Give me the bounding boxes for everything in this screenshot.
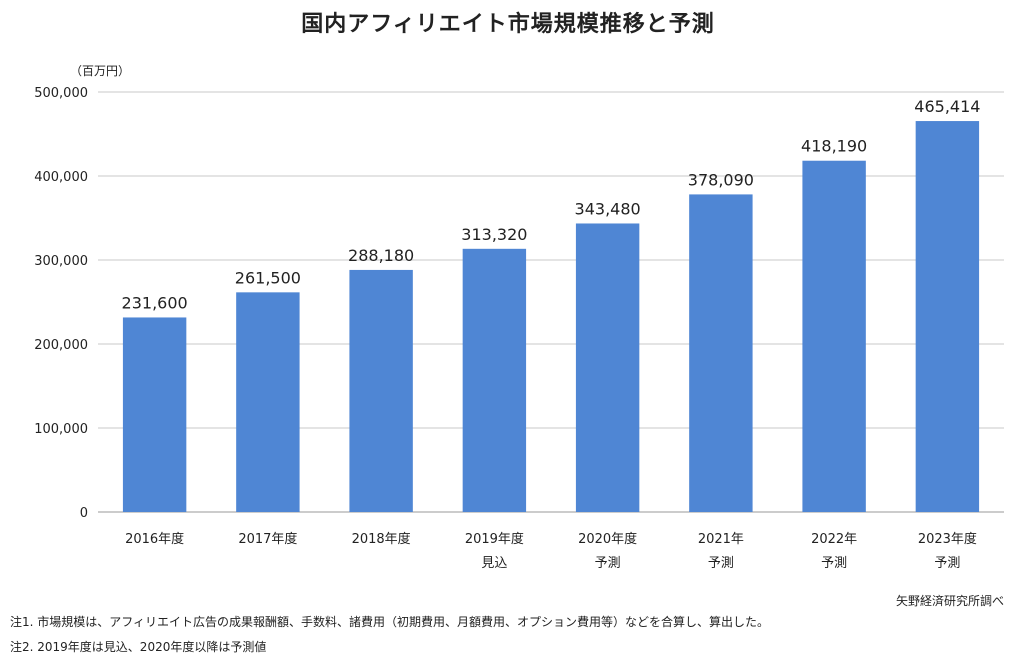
data-label: 313,320	[461, 225, 527, 244]
x-tick-label: 2017年度	[238, 531, 297, 547]
data-label: 288,180	[348, 246, 414, 265]
data-label: 343,480	[575, 199, 641, 218]
y-tick-label: 300,000	[34, 254, 88, 269]
bar	[915, 121, 980, 512]
data-label: 378,090	[688, 170, 754, 189]
x-tick-label: 2019年度	[465, 531, 524, 547]
x-tick-label: 予測	[708, 556, 734, 571]
x-tick-label: 2020年度	[578, 531, 637, 547]
x-tick-label: 予測	[595, 556, 621, 571]
y-tick-label: 0	[80, 506, 88, 521]
footnote-2: 注2. 2019年度は見込、2020年度以降は予測値	[10, 640, 267, 654]
bar	[236, 292, 300, 512]
data-label: 418,190	[801, 137, 867, 156]
y-tick-label: 100,000	[34, 422, 88, 437]
chart-title: 国内アフィリエイト市場規模推移と予測	[301, 12, 715, 37]
data-label: 231,600	[122, 293, 188, 312]
y-tick-label: 500,000	[34, 86, 88, 101]
bar	[462, 248, 527, 512]
y-unit-label: （百万円）	[70, 64, 130, 78]
x-tick-label: 予測	[934, 556, 960, 571]
bar-chart: （百万円） 0 100,000 200,000 300,000 400,000 500,00…	[34, 64, 1004, 571]
bar	[689, 194, 753, 512]
x-tick-label: 2023年度	[918, 531, 977, 547]
data-label: 465,414	[914, 97, 980, 116]
x-tick-label: 2016年度	[125, 531, 184, 547]
y-tick-label: 200,000	[34, 338, 88, 353]
bar	[349, 269, 413, 512]
x-tick-label: 2022年	[811, 532, 857, 547]
bar	[122, 317, 187, 512]
x-tick-label: 2018年度	[352, 531, 411, 547]
source-note: 矢野経済研究所調べ	[895, 594, 1004, 608]
bar	[802, 160, 866, 512]
y-tick-label: 400,000	[34, 170, 88, 185]
x-tick-label: 見込	[481, 556, 507, 571]
x-tick-label: 2021年	[698, 532, 744, 547]
footnote-1: 注1. 市場規模は、アフィリエイト広告の成果報酬額、手数料、諸費用（初期費用、月…	[10, 615, 770, 629]
bar	[575, 223, 640, 512]
x-tick-label: 予測	[821, 556, 847, 571]
data-label: 261,500	[235, 268, 301, 287]
